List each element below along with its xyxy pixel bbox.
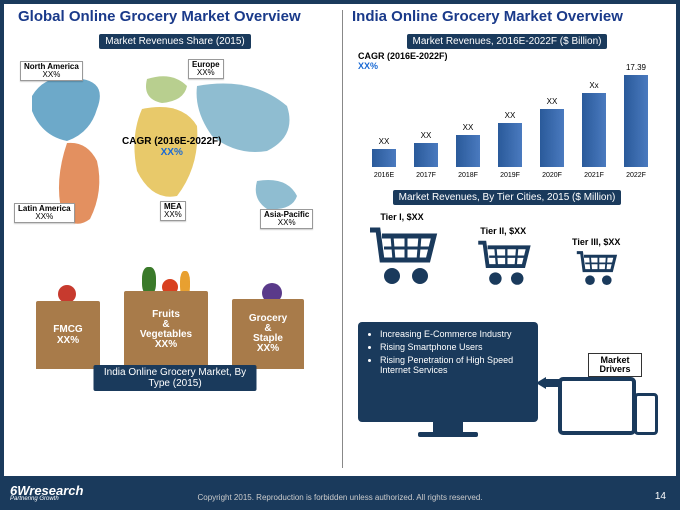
cart-tier-1: Tier I, $XX xyxy=(362,212,442,291)
bar-2017F: XX2017F xyxy=(414,143,438,167)
global-panel: Global Online Grocery Market Overview Ma… xyxy=(12,4,338,474)
page-number: 14 xyxy=(655,491,666,502)
bar-year: 2016E xyxy=(372,172,396,179)
driver-item: Rising Penetration of High Speed Interne… xyxy=(380,356,528,376)
continent-eu xyxy=(146,76,187,103)
bar-2016E: XX2016E xyxy=(372,149,396,167)
world-map: North AmericaXX% EuropeXX% Latin America… xyxy=(12,51,338,251)
bar-year: 2021F xyxy=(582,172,606,179)
bar-2020F: XX2020F xyxy=(540,109,564,167)
column-divider xyxy=(342,10,343,468)
bar-value: XX xyxy=(540,97,564,106)
continent-au xyxy=(256,180,297,209)
cart-tier-3: Tier III, $XX xyxy=(572,237,620,291)
drivers-list: Increasing E-Commerce Industry Rising Sma… xyxy=(358,322,538,422)
tier-banner: Market Revenues, By Tier Cities, 2015 ($… xyxy=(393,190,622,205)
footer: 6Wresearch Partnering Growth Copyright 2… xyxy=(4,476,676,506)
bag-fruits: Fruits & VegetablesXX% xyxy=(124,291,208,369)
bar-rect xyxy=(540,109,564,167)
region-eu-box: EuropeXX% xyxy=(188,59,224,79)
bar-year: 2019F xyxy=(498,172,522,179)
bar-year: 2017F xyxy=(414,172,438,179)
bar-value: XX xyxy=(498,111,522,120)
bar-rect xyxy=(498,123,522,167)
monitor-icon: Increasing E-Commerce Industry Rising Sma… xyxy=(358,322,538,437)
driver-item: Rising Smartphone Users xyxy=(380,343,528,353)
bar-value: 17.39 xyxy=(624,63,648,72)
bag-fmcg: FMCGXX% xyxy=(36,301,100,369)
bar-rect xyxy=(582,93,606,167)
cart-icon xyxy=(362,224,442,286)
tier-label: Tier II, $XX xyxy=(472,226,534,236)
tablet-icon xyxy=(558,377,636,435)
region-la-box: Latin AmericaXX% xyxy=(14,203,75,223)
india-cagr: CAGR (2016E-2022F) XX% xyxy=(358,51,448,71)
tier-label: Tier I, $XX xyxy=(362,212,442,222)
cart-icon xyxy=(472,238,534,286)
bar-2018F: XX2018F xyxy=(456,135,480,167)
bar-2022F: 17.392022F xyxy=(624,75,648,167)
bar-rect xyxy=(624,75,648,167)
copyright: Copyright 2015. Reproduction is forbidde… xyxy=(197,493,482,502)
cart-tier-2: Tier II, $XX xyxy=(472,226,534,291)
driver-item: Increasing E-Commerce Industry xyxy=(380,330,528,340)
continent-na xyxy=(32,77,100,141)
india-title: India Online Grocery Market Overview xyxy=(346,4,668,29)
bag-staple: Grocery & StapleXX% xyxy=(232,299,304,369)
region-mea-box: MEAXX% xyxy=(160,201,186,221)
share-banner: Market Revenues Share (2015) xyxy=(99,34,251,49)
rev-banner: Market Revenues, 2016E-2022F ($ Billion) xyxy=(407,34,608,49)
global-cagr: CAGR (2016E-2022F) XX% xyxy=(122,136,221,158)
bar-value: XX xyxy=(456,123,480,132)
bags-area: FMCGXX% Fruits & VegetablesXX% Grocery &… xyxy=(12,255,338,395)
phone-icon xyxy=(634,393,658,435)
drivers-area: Increasing E-Commerce Industry Rising Sma… xyxy=(346,297,668,437)
bags-banner: India Online Grocery Market, By Type (20… xyxy=(94,365,257,391)
bar-year: 2020F xyxy=(540,172,564,179)
tier-area: Tier I, $XX Tier II, $XX Tier III, $XX xyxy=(346,209,668,295)
devices-icon xyxy=(548,345,658,435)
bar-2019F: XX2019F xyxy=(498,123,522,167)
bar-value: Xx xyxy=(582,81,606,90)
global-title: Global Online Grocery Market Overview xyxy=(12,4,338,29)
india-panel: India Online Grocery Market Overview Mar… xyxy=(346,4,668,474)
bar-year: 2018F xyxy=(456,172,480,179)
region-na-box: North AmericaXX% xyxy=(20,61,83,81)
tier-label: Tier III, $XX xyxy=(572,237,620,247)
bar-value: XX xyxy=(414,131,438,140)
bar-value: XX xyxy=(372,137,396,146)
bar-year: 2022F xyxy=(624,172,648,179)
logo: 6Wresearch Partnering Growth xyxy=(10,483,83,502)
region-ap-box: Asia-PacificXX% xyxy=(260,209,313,229)
bar-rect xyxy=(414,143,438,167)
bar-2021F: Xx2021F xyxy=(582,93,606,167)
cart-icon xyxy=(572,249,620,286)
bar-rect xyxy=(456,135,480,167)
bar-rect xyxy=(372,149,396,167)
revenue-barchart: CAGR (2016E-2022F) XX% XX2016EXX2017FXX2… xyxy=(350,51,664,181)
